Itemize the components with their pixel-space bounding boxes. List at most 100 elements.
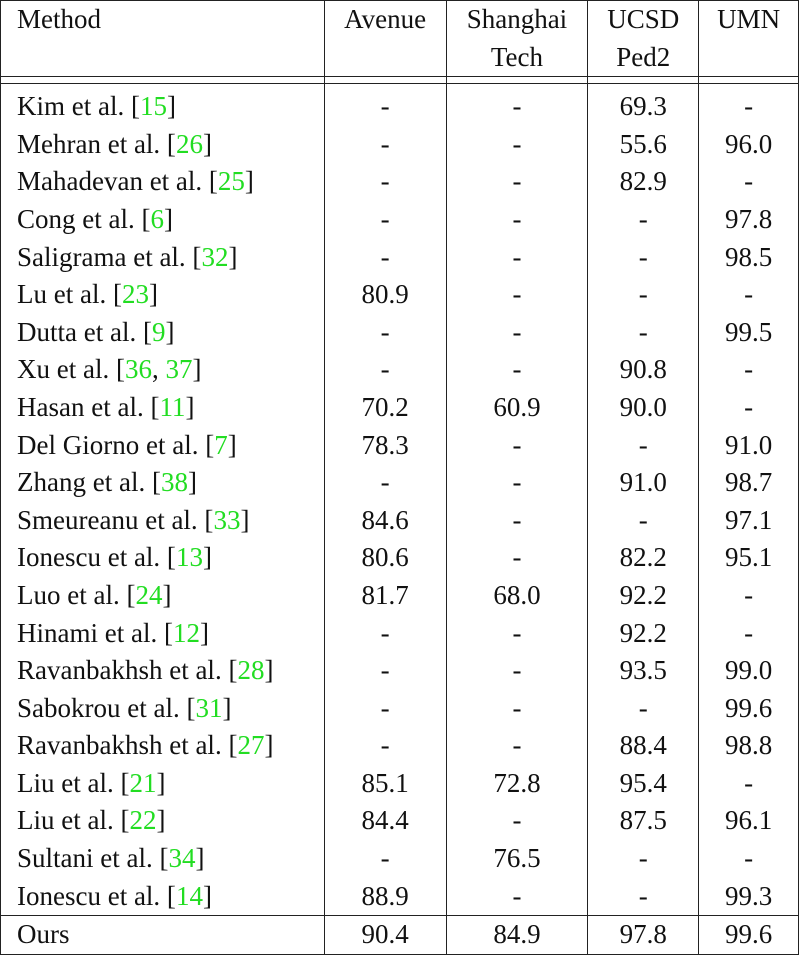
avenue-cell: -: [323, 200, 447, 239]
citation-link[interactable]: 21: [129, 767, 157, 798]
table-row: Ravanbakhsh et al. [27] - -88.4 98.8: [0, 727, 799, 765]
citation-link[interactable]: 32: [201, 241, 229, 272]
citation-bracket: ]: [156, 767, 166, 798]
shanghai-cell: -: [445, 501, 589, 540]
shanghai-cell: -: [445, 877, 589, 916]
citation-link[interactable]: 33: [213, 504, 241, 535]
method-cell: Mahadevan et al. [25]: [0, 163, 325, 201]
citation-link[interactable]: 28: [237, 655, 265, 686]
method-cell: Hinami et al. [12]: [0, 614, 325, 653]
table-row: Zhang et al. [38] - -91.0 98.7: [0, 464, 799, 502]
citation-link[interactable]: 24: [135, 579, 163, 610]
table-row: Mehran et al. [26] - -55.6 96.0: [0, 125, 799, 164]
citation-link[interactable]: 37: [165, 354, 193, 385]
citation-link[interactable]: 15: [139, 91, 167, 122]
citation-link[interactable]: 27: [237, 730, 265, 761]
method-name: Mahadevan et al. [: [17, 166, 218, 197]
shanghai-cell: -: [445, 351, 589, 389]
method-cell: Smeureanu et al. [33]: [0, 501, 325, 540]
method-cell: Sabokrou et al. [31]: [0, 689, 325, 728]
method-name: Saligrama et al. [: [17, 241, 202, 272]
citation-bracket: ]: [165, 316, 175, 347]
avenue-cell: -: [323, 652, 447, 690]
shanghai-cell: -: [445, 727, 589, 765]
avenue-cell: -: [323, 351, 447, 389]
avenue-cell: 80.9: [323, 276, 447, 314]
citation-bracket: ]: [185, 391, 195, 422]
citation-link[interactable]: 14: [175, 880, 203, 911]
table-row: Ionescu et al. [13] 80.6-82.2 95.1: [0, 539, 799, 577]
ucsd-cell: -: [587, 501, 700, 540]
umn-cell: 99.5: [698, 313, 799, 352]
table-row: Xu et al. [36, 37] - -90.8-: [0, 351, 799, 389]
ucsd-cell: -: [587, 313, 700, 352]
citation-link[interactable]: 22: [129, 805, 157, 836]
ucsd-cell: 82.2: [587, 539, 700, 577]
table-row: Saligrama et al. [32] - - -98.5: [0, 238, 799, 277]
citation-link[interactable]: 25: [217, 166, 245, 197]
method-cell: Saligrama et al. [32]: [0, 238, 325, 277]
citation-link[interactable]: 9: [151, 316, 166, 347]
method-name: Ravanbakhsh et al. [: [17, 655, 238, 686]
citation-link[interactable]: 36: [124, 354, 152, 385]
umn-cell: 98.8: [698, 727, 799, 765]
umn-cell: -: [698, 83, 799, 126]
ucsd-cell: -: [587, 877, 700, 916]
table-header: Method Avenue Shanghai UCSD UMN Tech Ped…: [0, 0, 799, 84]
table-row-ours: Ours 90.4 84.9 97.8 99.6: [0, 915, 799, 955]
ucsd-cell: 90.0: [587, 388, 700, 427]
citation-link[interactable]: 12: [172, 617, 200, 648]
table-row: Sabokrou et al. [31] - - -99.6: [0, 689, 799, 728]
citation-link[interactable]: 7: [214, 429, 228, 460]
citation-link[interactable]: 31: [195, 692, 223, 723]
method-name: Sultani et al. [: [17, 843, 169, 874]
method-name: Xu et al. [: [17, 354, 125, 385]
method-cell: Sultani et al. [34]: [0, 840, 325, 878]
method-name: Sabokrou et al. [: [17, 692, 196, 723]
ours-shanghai: 84.9: [445, 915, 589, 955]
ours-avenue: 90.4: [323, 915, 447, 955]
method-cell: Dutta et al. [9]: [0, 313, 325, 352]
avenue-cell: 84.4: [323, 802, 447, 841]
citation-link[interactable]: 23: [121, 279, 149, 310]
method-name: Hinami et al. [: [17, 617, 173, 648]
citation-link[interactable]: 34: [168, 843, 196, 874]
avenue-cell: -: [323, 464, 447, 502]
table-row: Ravanbakhsh et al. [28] - -93.5 99.0: [0, 652, 799, 690]
citation-link[interactable]: 38: [160, 467, 188, 498]
table-row: Hinami et al. [12] - -92.2-: [0, 614, 799, 653]
shanghai-cell: -: [445, 163, 589, 201]
shanghai-cell: -: [445, 238, 589, 277]
method-cell: Liu et al. [22]: [0, 802, 325, 841]
umn-cell: 97.1: [698, 501, 799, 540]
citation-link[interactable]: 26: [175, 128, 203, 159]
umn-cell: -: [698, 388, 799, 427]
method-cell: Lu et al. [23]: [0, 276, 325, 314]
citation-separator: ,: [151, 354, 166, 385]
citation-link[interactable]: 6: [150, 203, 164, 234]
method-cell: Kim et al. [15]: [0, 83, 325, 126]
citation-bracket: ]: [202, 880, 212, 911]
citation-link[interactable]: 11: [159, 391, 186, 422]
avenue-cell: -: [323, 125, 447, 164]
avenue-cell: 88.9: [323, 877, 447, 916]
table-footer: Ours 90.4 84.9 97.8 99.6: [0, 915, 799, 955]
shanghai-cell: 68.0: [445, 576, 589, 615]
table-row: Del Giorno et al. [7] 78.3- -91.0: [0, 426, 799, 465]
ours-umn: 99.6: [698, 915, 799, 955]
citation-link[interactable]: 13: [175, 542, 203, 573]
method-cell: Ravanbakhsh et al. [28]: [0, 652, 325, 690]
umn-cell: 95.1: [698, 539, 799, 577]
method-name: Ravanbakhsh et al. [: [17, 730, 238, 761]
table-row: Sultani et al. [34] -76.5- -: [0, 840, 799, 878]
method-name: Kim et al. [: [17, 91, 140, 122]
method-name: Dutta et al. [: [17, 316, 152, 347]
header-avenue: Avenue: [323, 0, 447, 39]
avenue-cell: -: [323, 840, 447, 878]
avenue-cell: 85.1: [323, 764, 447, 803]
table-row: Ionescu et al. [14] 88.9- -99.3: [0, 877, 799, 916]
avenue-cell: -: [323, 83, 447, 126]
avenue-cell: -: [323, 727, 447, 765]
umn-cell: -: [698, 614, 799, 653]
citation-bracket: ]: [264, 655, 274, 686]
